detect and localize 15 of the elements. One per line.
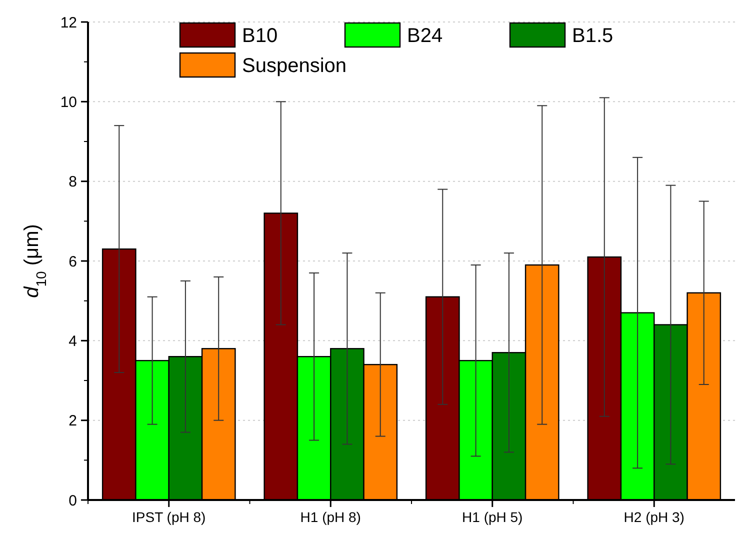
- y-tick-label: 6: [68, 253, 77, 270]
- y-tick-label: 2: [68, 412, 77, 430]
- y-tick-label: 8: [68, 174, 77, 191]
- y-tick-label: 4: [68, 332, 77, 350]
- x-tick-label: H2 (pH 3): [624, 509, 684, 525]
- y-tick-label: 10: [60, 94, 77, 111]
- legend-label: B1.5: [572, 25, 614, 47]
- legend-label: B24: [407, 25, 443, 47]
- x-tick-label: H1 (pH 8): [300, 509, 361, 525]
- legend-label: Suspension: [242, 55, 347, 77]
- y-tick-label: 0: [68, 492, 77, 510]
- legend-label: B10: [242, 25, 278, 47]
- x-tick-label: IPST (pH 8): [132, 509, 206, 525]
- x-tick-label: H1 (pH 5): [462, 509, 523, 525]
- y-tick-label: 12: [60, 14, 77, 32]
